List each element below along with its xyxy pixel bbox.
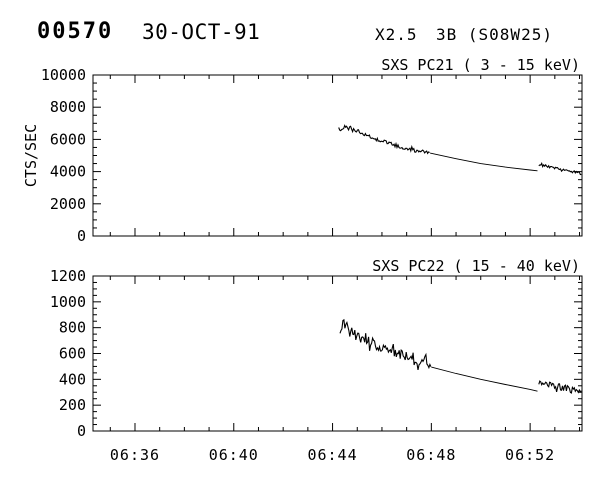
- y-tick-label: 10000: [41, 66, 86, 84]
- event-date: 30-OCT-91: [142, 20, 261, 44]
- plot-frame: [92, 275, 583, 432]
- y-tick-label: 1000: [50, 293, 86, 311]
- x-tick-label: 06:40: [209, 446, 259, 464]
- x-tick-label: 06:52: [505, 446, 555, 464]
- lightcurve-segment: [538, 162, 582, 176]
- x-tick-label: 06:44: [307, 446, 357, 464]
- lightcurve-segment: [431, 366, 538, 392]
- xray-class: X2.5: [375, 25, 418, 44]
- y-tick-label: 800: [59, 319, 86, 337]
- y-tick-label: 200: [59, 396, 86, 414]
- panel-title: SXS PC21 ( 3 - 15 keV): [381, 56, 580, 74]
- event-number: 00570: [37, 19, 114, 44]
- y-tick-label: 4000: [50, 163, 86, 181]
- plot-frame: [92, 74, 583, 237]
- y-tick-label: 600: [59, 345, 86, 363]
- y-tick-label: 1200: [50, 267, 86, 285]
- y-axis-label: CTS/SEC: [22, 124, 40, 187]
- y-tick-label: 6000: [50, 130, 86, 148]
- y-tick-label: 2000: [50, 195, 86, 213]
- x-tick-label: 06:48: [406, 446, 456, 464]
- y-tick-label: 0: [77, 422, 86, 440]
- lightcurve-segment: [430, 152, 538, 172]
- x-tick-label: 06:36: [110, 446, 160, 464]
- lightcurve-segment: [339, 318, 432, 371]
- lightcurve-segment: [338, 124, 430, 155]
- optical-class-location: 3B (S08W25): [436, 25, 553, 44]
- lightcurve-segment: [538, 380, 582, 394]
- y-tick-label: 8000: [50, 98, 86, 116]
- panel-title: SXS PC22 ( 15 - 40 keV): [372, 257, 580, 275]
- y-tick-label: 400: [59, 370, 86, 388]
- y-tick-label: 0: [77, 227, 86, 245]
